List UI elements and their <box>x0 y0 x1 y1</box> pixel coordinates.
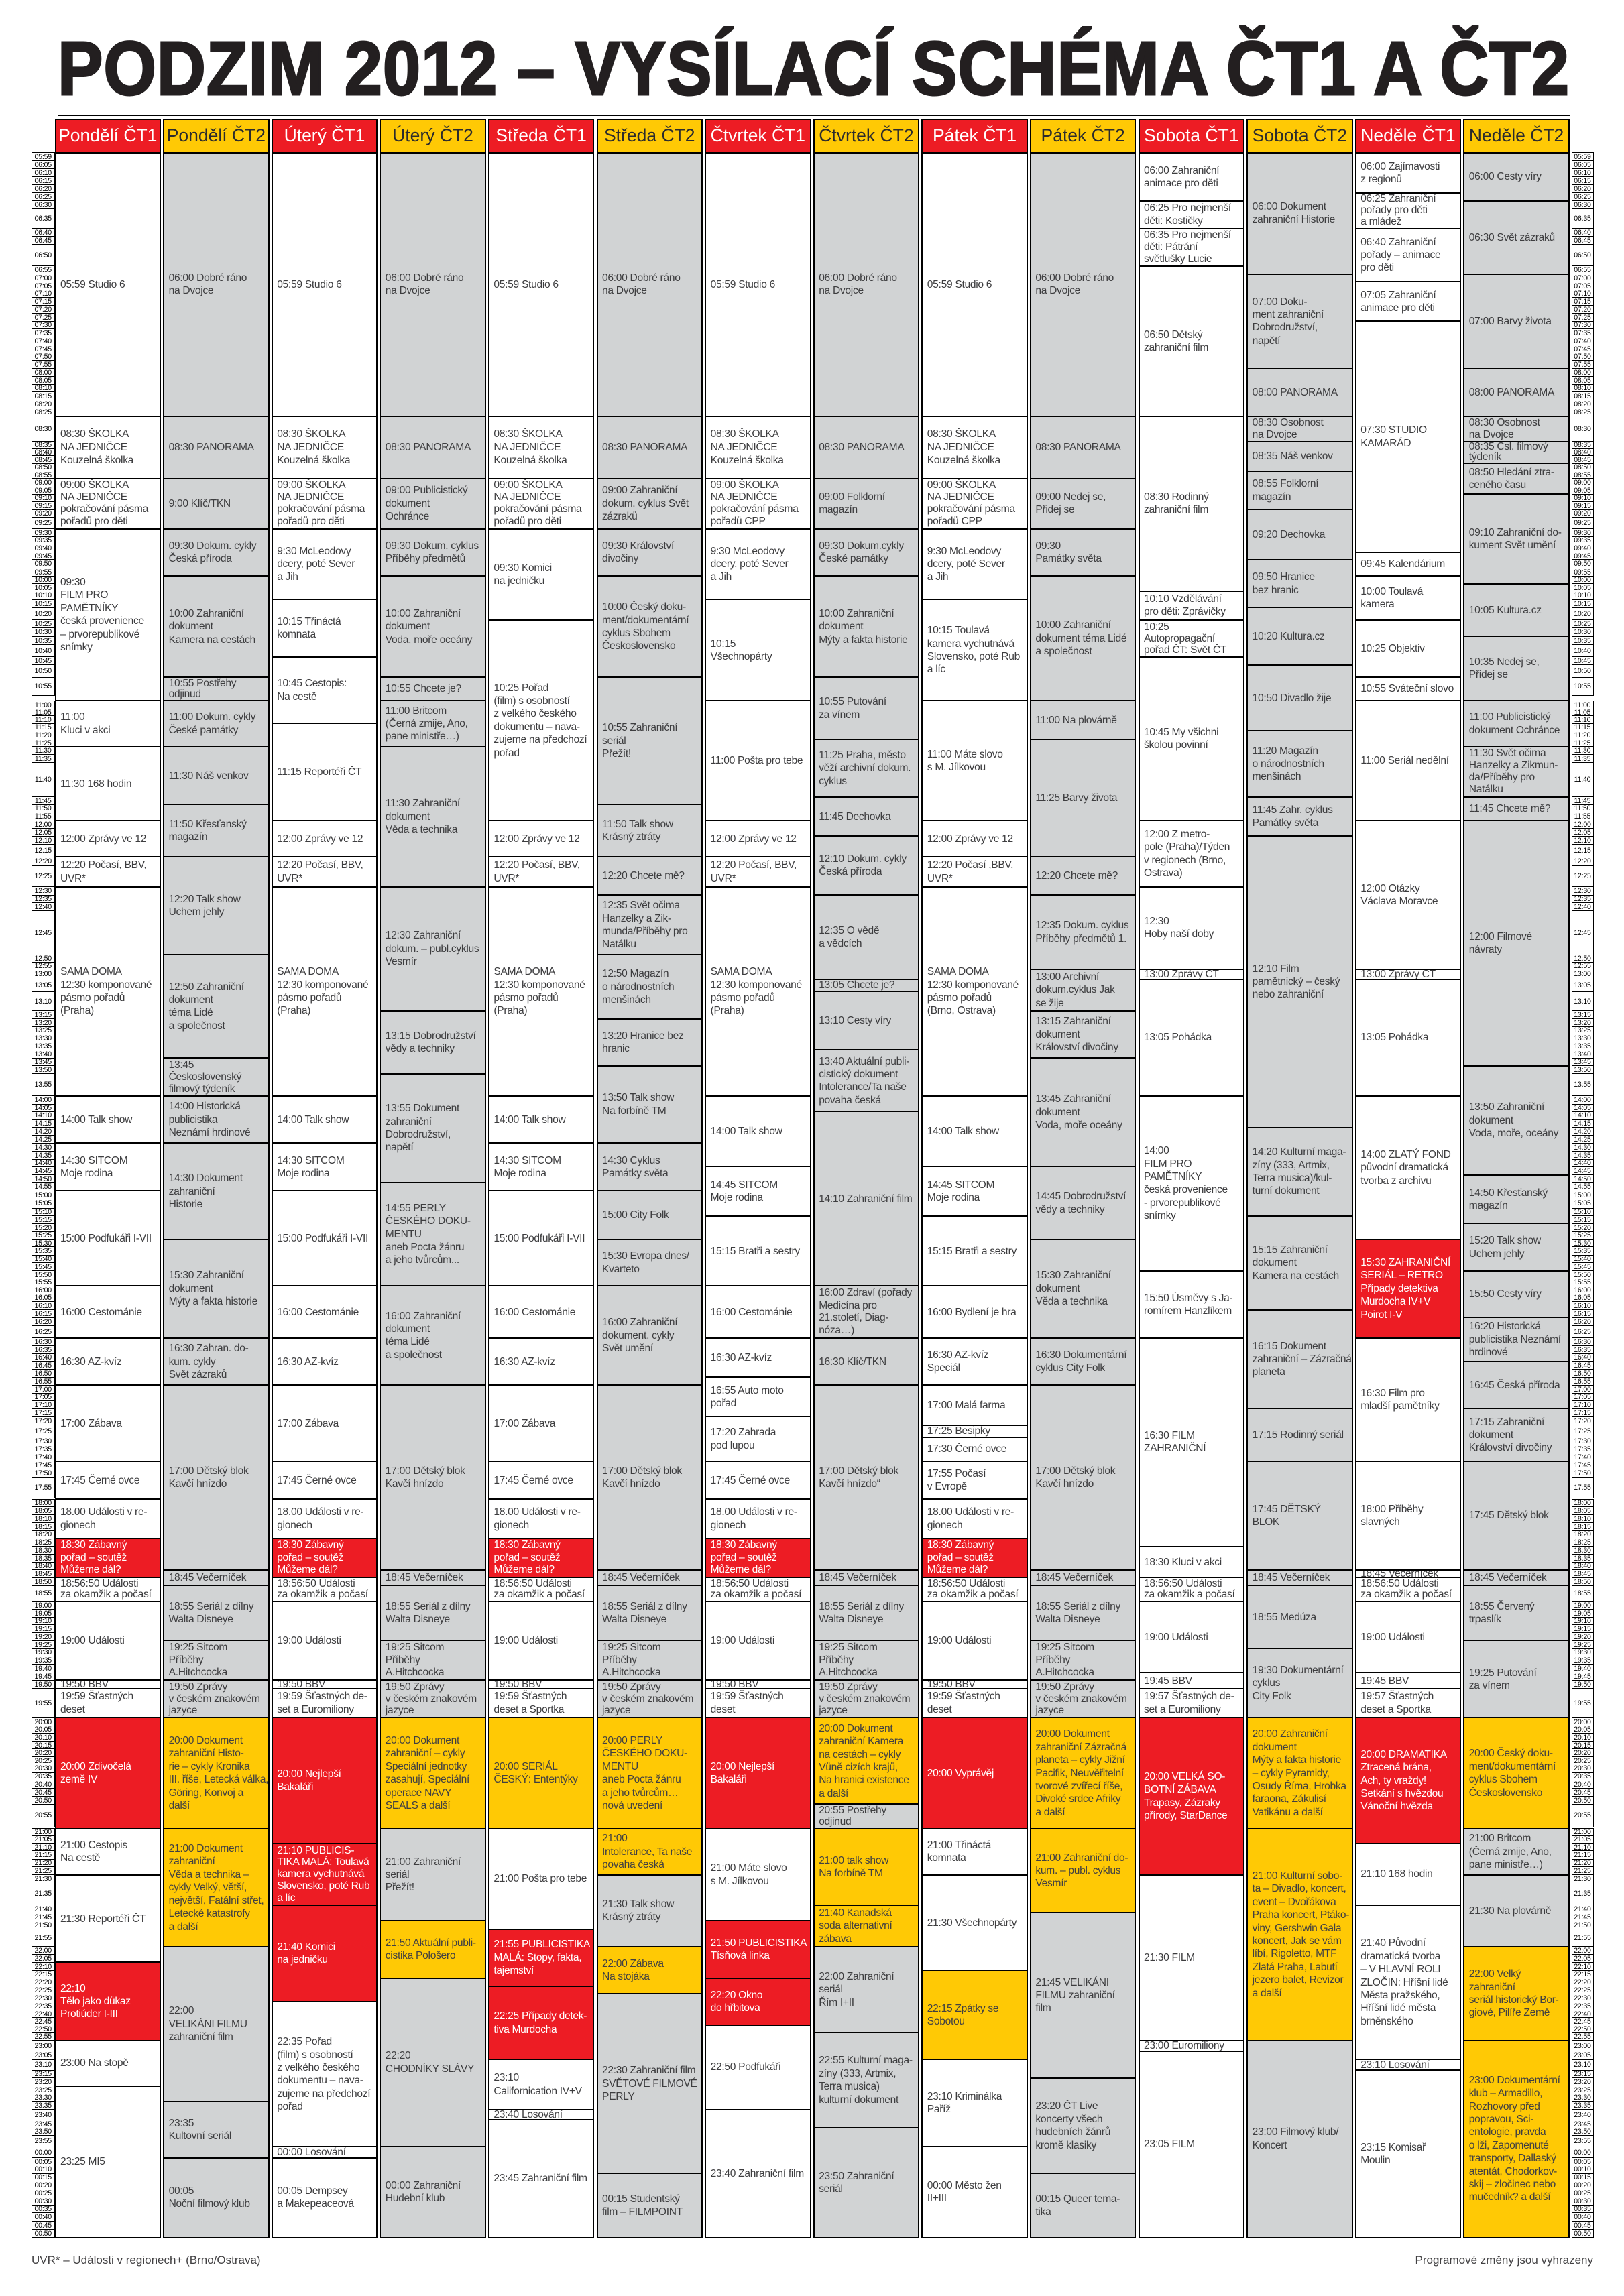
svg-text:PODZIM 2012 – VYSÍLACÍ SCHÉMA: PODZIM 2012 – VYSÍLACÍ SCHÉMA ČT1 A ČT2 <box>58 26 1570 111</box>
